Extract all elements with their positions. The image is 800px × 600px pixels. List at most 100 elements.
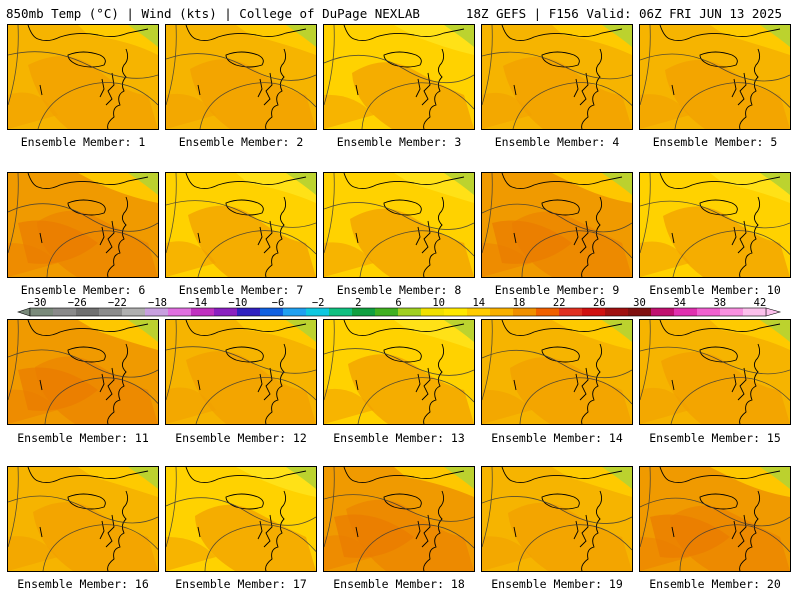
- colorbar-swatch: [375, 308, 399, 316]
- colorbar-swatch: [743, 308, 767, 316]
- member-label-3: Ensemble Member: 3: [336, 135, 462, 149]
- colorbar-tick-label: −14: [188, 297, 207, 309]
- colorbar-swatch: [697, 308, 721, 316]
- map-17: [166, 467, 316, 571]
- colorbar-tick-label: 2: [355, 297, 361, 309]
- colorbar-tick-label: −26: [68, 297, 87, 309]
- ensemble-panel-19: [481, 466, 633, 572]
- colorbar-tick-label: −6: [272, 297, 285, 309]
- ensemble-panel-16: [7, 466, 159, 572]
- colorbar-swatch: [122, 308, 146, 316]
- ensemble-panel-8: [323, 172, 475, 278]
- map-11: [8, 320, 158, 424]
- map-2: [166, 25, 316, 129]
- ensemble-panel-17: [165, 466, 317, 572]
- map-12: [166, 320, 316, 424]
- ensemble-panel-7: [165, 172, 317, 278]
- ensemble-panel-18: [323, 466, 475, 572]
- colorbar-swatch: [559, 308, 583, 316]
- colorbar-swatch: [30, 308, 54, 316]
- map-16: [8, 467, 158, 571]
- map-title: 850mb Temp (°C) | Wind (kts) | College o…: [6, 6, 420, 21]
- colorbar-swatch: [191, 308, 215, 316]
- colorbar-tick-label: 26: [593, 297, 606, 309]
- colorbar-swatch: [720, 308, 744, 316]
- colorbar-swatch: [444, 308, 468, 316]
- member-label-16: Ensemble Member: 16: [17, 577, 149, 591]
- colorbar-swatch: [628, 308, 652, 316]
- colorbar-swatch: [76, 308, 100, 316]
- colorbar-tick-label: 30: [633, 297, 646, 309]
- colorbar-swatch: [490, 308, 514, 316]
- colorbar-swatch: [605, 308, 629, 316]
- ensemble-panel-1: [7, 24, 159, 130]
- colorbar-swatch: [352, 308, 376, 316]
- model-run-info: 18Z GEFS | F156 Valid: 06Z FRI JUN 13 20…: [465, 6, 782, 21]
- colorbar-swatch: [306, 308, 330, 316]
- member-label-9: Ensemble Member: 9: [494, 283, 620, 297]
- map-15: [640, 320, 790, 424]
- ensemble-panel-13: [323, 319, 475, 425]
- ensemble-panel-2: [165, 24, 317, 130]
- member-label-20: Ensemble Member: 20: [649, 577, 781, 591]
- colorbar-swatch: [214, 308, 238, 316]
- member-label-4: Ensemble Member: 4: [494, 135, 620, 149]
- colorbar-swatch: [145, 308, 169, 316]
- colorbar-swatch: [329, 308, 353, 316]
- map-4: [482, 25, 632, 129]
- colorbar-swatch: [53, 308, 77, 316]
- member-label-1: Ensemble Member: 1: [20, 135, 146, 149]
- colorbar-tick-label: 38: [713, 297, 726, 309]
- member-label-2: Ensemble Member: 2: [178, 135, 304, 149]
- colorbar-tick-label: −30: [28, 297, 47, 309]
- ensemble-panel-12: [165, 319, 317, 425]
- colorbar-swatch: [237, 308, 261, 316]
- colorbar-tick-label: −22: [108, 297, 127, 309]
- map-18: [324, 467, 474, 571]
- member-label-19: Ensemble Member: 19: [491, 577, 623, 591]
- colorbar-tick-label: 10: [432, 297, 445, 309]
- map-5: [640, 25, 790, 129]
- map-19: [482, 467, 632, 571]
- ensemble-panel-4: [481, 24, 633, 130]
- member-label-11: Ensemble Member: 11: [17, 431, 149, 445]
- colorbar-tick-label: 22: [553, 297, 566, 309]
- ensemble-panel-14: [481, 319, 633, 425]
- ensemble-panel-9: [481, 172, 633, 278]
- ensemble-panel-6: [7, 172, 159, 278]
- ensemble-panel-15: [639, 319, 791, 425]
- member-label-14: Ensemble Member: 14: [491, 431, 623, 445]
- map-10: [640, 173, 790, 277]
- colorbar-swatch: [513, 308, 537, 316]
- colorbar-tick-label: −2: [312, 297, 325, 309]
- ensemble-panel-10: [639, 172, 791, 278]
- map-13: [324, 320, 474, 424]
- map-14: [482, 320, 632, 424]
- member-label-18: Ensemble Member: 18: [333, 577, 465, 591]
- colorbar-swatch: [582, 308, 606, 316]
- temperature-colorbar: −30 −26 −22 −18 −14 −10 −6 −2 2 6 10 14 18 22 26 30 34 38…: [0, 297, 800, 323]
- colorbar-swatch: [536, 308, 560, 316]
- map-8: [324, 173, 474, 277]
- map-6: [8, 173, 158, 277]
- colorbar-swatch: [651, 308, 675, 316]
- colorbar-tick-label: −10: [228, 297, 247, 309]
- member-label-6: Ensemble Member: 6: [20, 283, 146, 297]
- colorbar-swatch: [674, 308, 698, 316]
- colorbar-swatch: [283, 308, 307, 316]
- map-9: [482, 173, 632, 277]
- colorbar-swatch: [467, 308, 491, 316]
- colorbar-tick-label: −18: [148, 297, 167, 309]
- ensemble-panel-20: [639, 466, 791, 572]
- ensemble-panel-3: [323, 24, 475, 130]
- member-label-13: Ensemble Member: 13: [333, 431, 465, 445]
- member-label-7: Ensemble Member: 7: [178, 283, 304, 297]
- ensemble-panel-11: [7, 319, 159, 425]
- map-1: [8, 25, 158, 129]
- map-7: [166, 173, 316, 277]
- colorbar-swatch: [421, 308, 445, 316]
- member-label-17: Ensemble Member: 17: [175, 577, 307, 591]
- colorbar-swatch: [398, 308, 422, 316]
- colorbar-tick-label: 14: [472, 297, 485, 309]
- member-label-10: Ensemble Member: 10: [649, 283, 781, 297]
